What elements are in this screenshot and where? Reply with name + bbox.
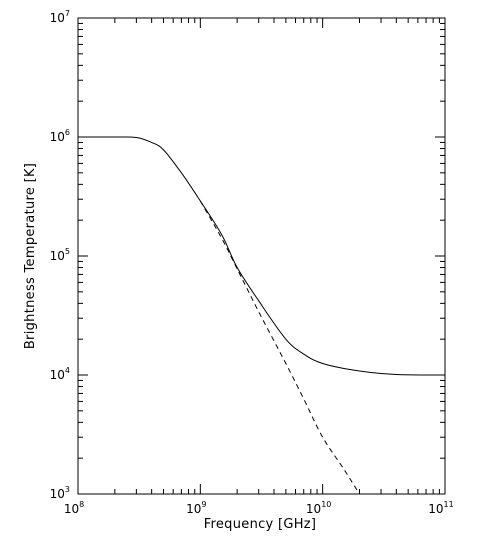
x-tick-exponent: 10	[321, 500, 331, 509]
x-tick-exponent: 8	[79, 500, 84, 509]
y-tick-label: 106	[50, 128, 70, 144]
y-tick-exponent: 3	[65, 485, 70, 494]
y-tick-label: 103	[50, 485, 70, 501]
x-tick-label: 108	[64, 500, 84, 516]
solid-series-line	[77, 136, 446, 376]
x-tick-exponent: 9	[201, 500, 206, 509]
y-tick-exponent: 4	[65, 366, 70, 375]
y-axis-title: Brightness Temperature [K]	[23, 163, 38, 349]
y-tick-label: 107	[50, 9, 70, 25]
dashed-series-line	[199, 200, 360, 495]
x-axis-title: Frequency [GHz]	[204, 517, 317, 532]
y-tick-label: 105	[50, 247, 70, 263]
x-tick-exponent: 11	[444, 500, 454, 509]
y-tick-exponent: 5	[65, 247, 70, 256]
y-tick-label: 104	[50, 366, 70, 382]
plot-frame	[77, 17, 446, 495]
y-tick-exponent: 6	[65, 128, 70, 137]
x-tick-label: 1010	[306, 500, 331, 516]
y-tick-exponent: 7	[65, 9, 70, 18]
x-tick-label: 109	[186, 500, 206, 516]
x-tick-label: 1011	[428, 500, 453, 516]
